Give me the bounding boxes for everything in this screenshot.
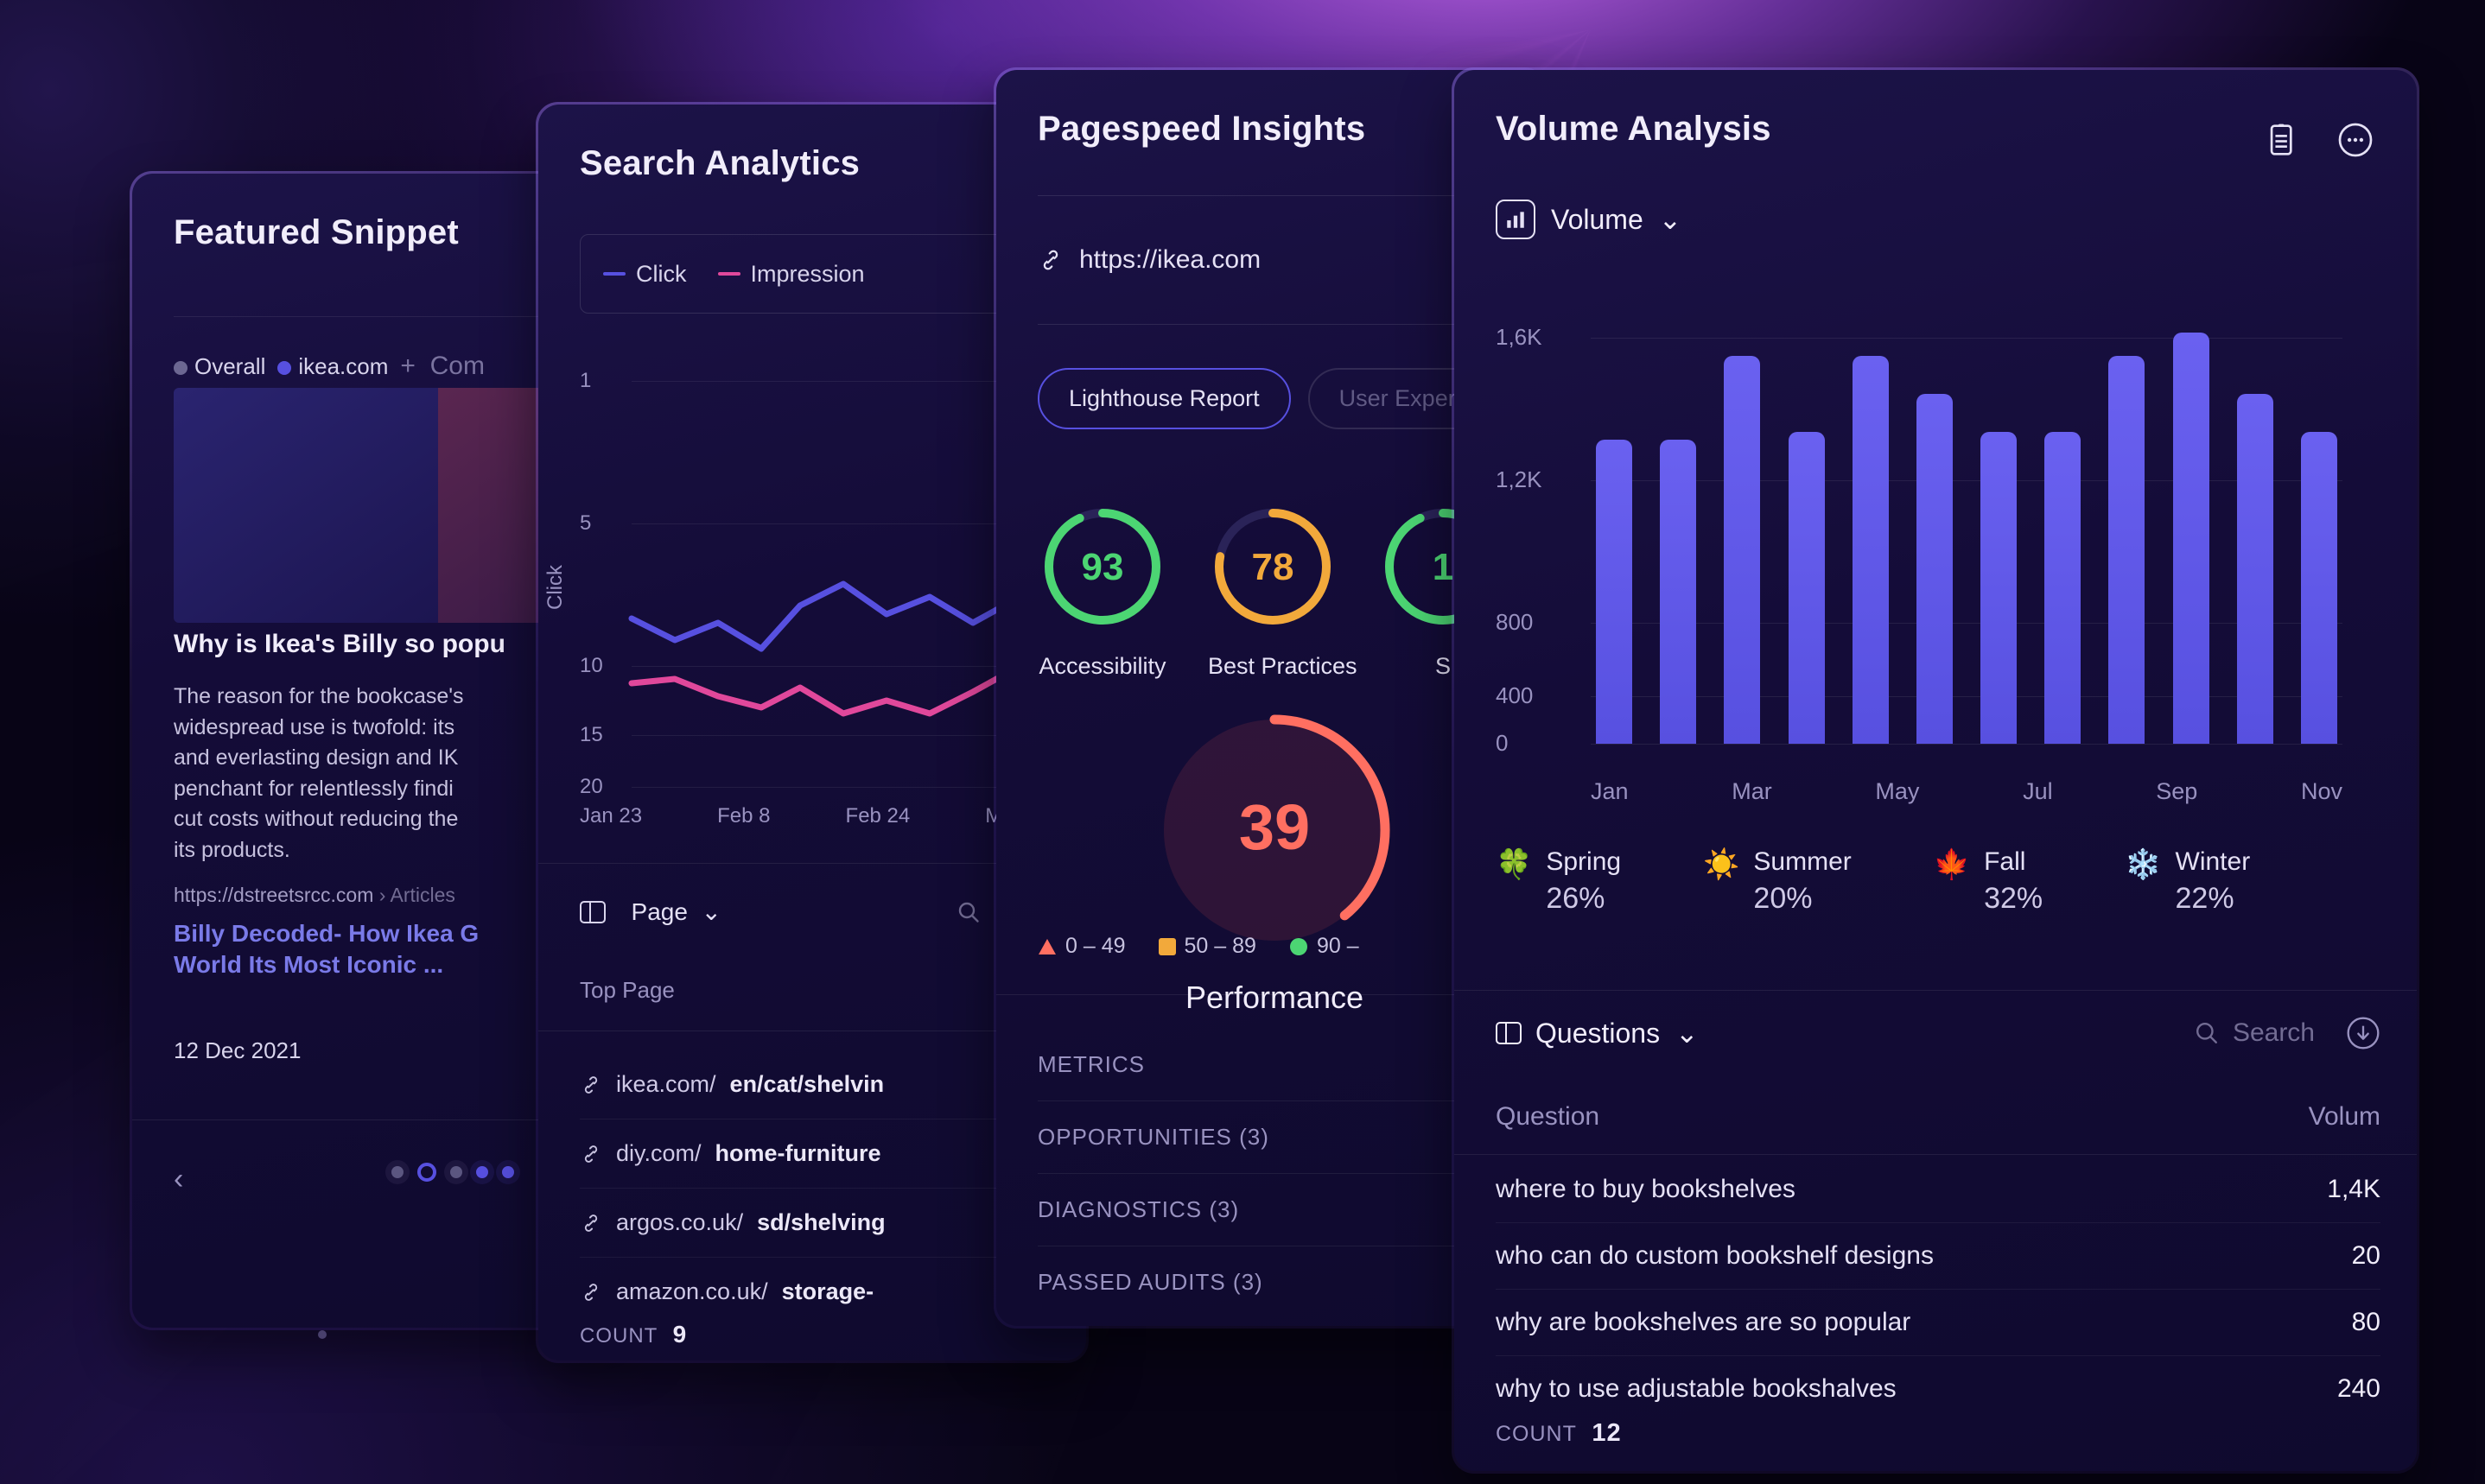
svg-text:1: 1 <box>1433 546 1453 588</box>
svg-text:93: 93 <box>1082 546 1124 588</box>
svg-text:39: 39 <box>1239 791 1310 863</box>
svg-text:78: 78 <box>1252 546 1294 588</box>
